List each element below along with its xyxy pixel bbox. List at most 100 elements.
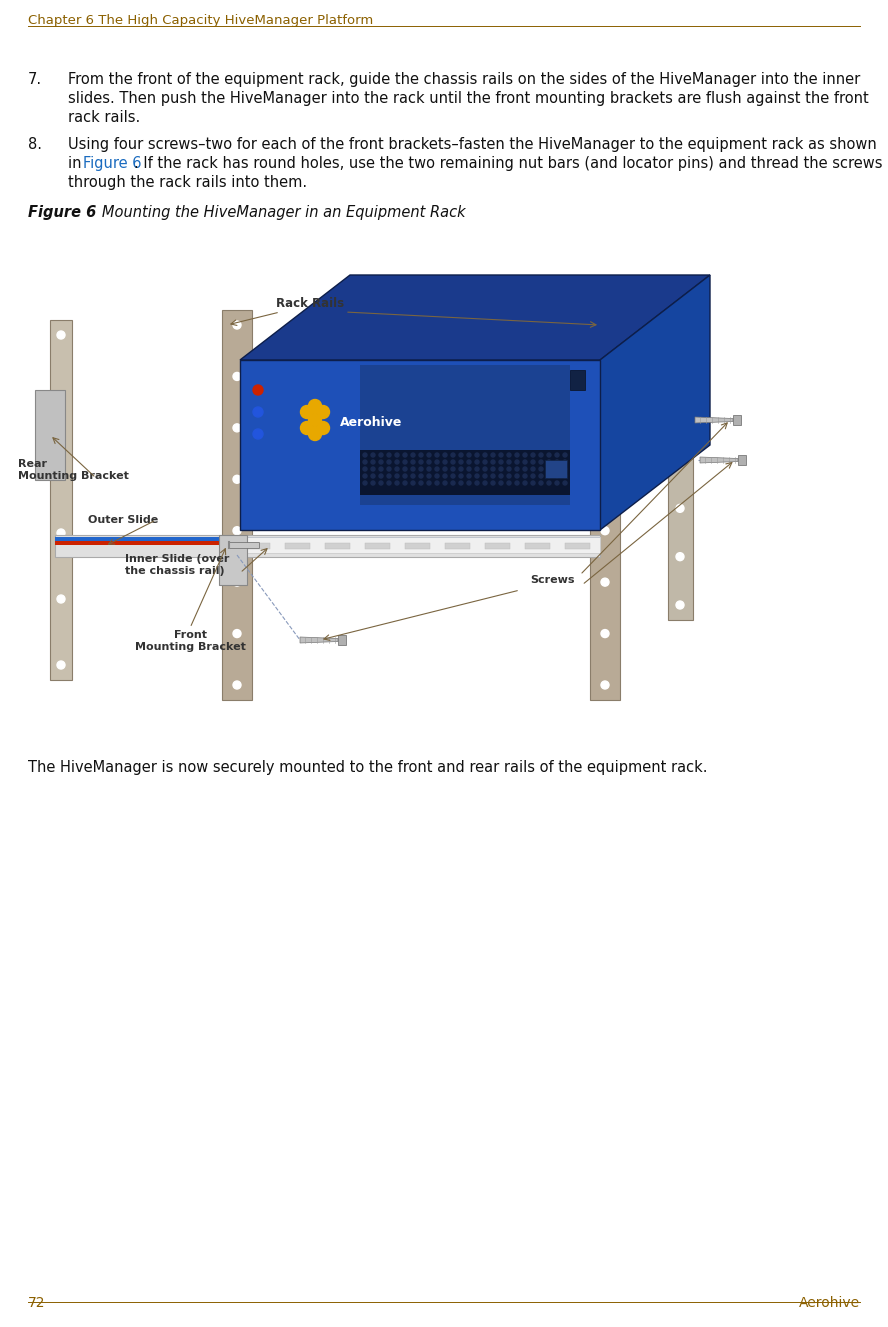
Circle shape (57, 330, 65, 338)
Circle shape (547, 474, 551, 478)
Circle shape (371, 467, 375, 471)
Circle shape (403, 474, 407, 478)
Circle shape (459, 474, 463, 478)
Circle shape (57, 463, 65, 471)
Circle shape (435, 453, 439, 456)
Text: Figure 6: Figure 6 (83, 157, 141, 171)
Circle shape (443, 474, 447, 478)
Circle shape (467, 453, 471, 456)
Circle shape (475, 460, 479, 464)
Circle shape (427, 453, 431, 456)
Bar (325, 543, 350, 549)
Circle shape (515, 480, 519, 484)
Circle shape (555, 453, 559, 456)
Bar (219, 535, 247, 585)
Text: Rack Rails: Rack Rails (276, 297, 344, 311)
Polygon shape (300, 637, 338, 644)
Circle shape (403, 480, 407, 484)
Circle shape (395, 480, 399, 484)
Text: The HiveManager is now securely mounted to the front and rear rails of the equip: The HiveManager is now securely mounted … (28, 760, 708, 775)
Circle shape (555, 467, 559, 471)
Circle shape (363, 480, 367, 484)
Circle shape (515, 453, 519, 456)
Text: Rear
Mounting Bracket: Rear Mounting Bracket (18, 459, 129, 480)
Text: Aerohive: Aerohive (799, 1296, 860, 1310)
Circle shape (547, 480, 551, 484)
Bar (590, 311, 620, 701)
Circle shape (57, 594, 65, 602)
Circle shape (363, 474, 367, 478)
Circle shape (233, 527, 241, 535)
Circle shape (459, 460, 463, 464)
Bar (360, 365, 570, 506)
Circle shape (387, 480, 391, 484)
Circle shape (451, 480, 455, 484)
Circle shape (233, 681, 241, 689)
Circle shape (57, 661, 65, 669)
Circle shape (515, 460, 519, 464)
Circle shape (531, 480, 535, 484)
Bar (338, 636, 346, 645)
Circle shape (419, 474, 423, 478)
Circle shape (443, 460, 447, 464)
Bar (570, 370, 585, 390)
Circle shape (676, 311, 684, 318)
Circle shape (507, 480, 511, 484)
Circle shape (411, 480, 415, 484)
Text: 8.: 8. (28, 137, 42, 153)
Circle shape (547, 467, 551, 471)
Circle shape (531, 460, 535, 464)
Text: 7.: 7. (28, 72, 42, 88)
Circle shape (395, 460, 399, 464)
Text: Front
Mounting Bracket: Front Mounting Bracket (135, 630, 245, 652)
Circle shape (300, 422, 313, 434)
Polygon shape (600, 275, 710, 529)
Bar (35, 390, 65, 480)
Circle shape (539, 474, 543, 478)
Circle shape (523, 460, 527, 464)
Circle shape (253, 407, 263, 417)
Circle shape (300, 406, 313, 418)
Circle shape (395, 453, 399, 456)
Circle shape (443, 480, 447, 484)
Circle shape (515, 474, 519, 478)
Polygon shape (700, 456, 738, 463)
Text: through the rack rails into them.: through the rack rails into them. (68, 175, 307, 190)
Bar (485, 543, 510, 549)
Circle shape (467, 480, 471, 484)
Bar (360, 450, 570, 495)
Circle shape (435, 460, 439, 464)
Circle shape (523, 453, 527, 456)
Text: 72: 72 (28, 1296, 45, 1310)
Circle shape (555, 474, 559, 478)
Circle shape (233, 629, 241, 637)
Bar (738, 455, 746, 464)
Circle shape (563, 467, 567, 471)
Circle shape (363, 453, 367, 456)
Circle shape (379, 453, 383, 456)
Circle shape (419, 480, 423, 484)
Circle shape (419, 453, 423, 456)
Text: Inner Slide (over
the chassis rail): Inner Slide (over the chassis rail) (125, 555, 229, 576)
Circle shape (539, 460, 543, 464)
Circle shape (491, 460, 495, 464)
Text: rack rails.: rack rails. (68, 110, 140, 125)
Circle shape (491, 480, 495, 484)
Circle shape (403, 460, 407, 464)
Circle shape (539, 480, 543, 484)
Circle shape (475, 453, 479, 456)
Circle shape (601, 527, 609, 535)
Circle shape (379, 480, 383, 484)
Circle shape (419, 467, 423, 471)
Circle shape (563, 474, 567, 478)
Circle shape (451, 467, 455, 471)
Bar (733, 415, 741, 425)
Bar (55, 537, 600, 541)
Circle shape (523, 474, 527, 478)
Circle shape (427, 474, 431, 478)
Circle shape (483, 460, 487, 464)
Circle shape (233, 475, 241, 483)
Circle shape (483, 480, 487, 484)
Bar (240, 360, 600, 529)
Circle shape (411, 474, 415, 478)
